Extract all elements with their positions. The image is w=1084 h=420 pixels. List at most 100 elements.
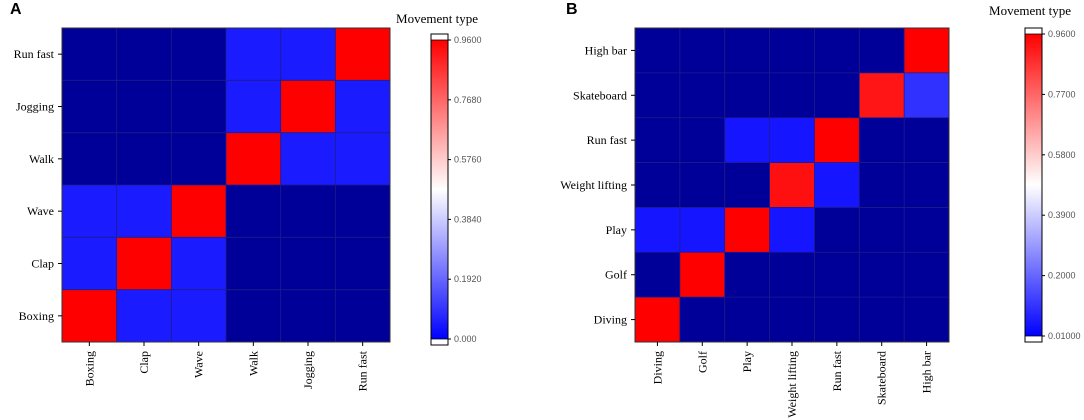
- colorbar-tick-label: 0.3900: [1048, 210, 1076, 220]
- panel-label: B: [566, 1, 578, 18]
- colorbar-tick-label: 0.3840: [454, 214, 482, 224]
- heatmap-cell: [814, 28, 860, 74]
- heatmap-cell: [335, 237, 391, 291]
- heatmap-cell: [769, 207, 815, 253]
- heatmap-cell: [62, 185, 118, 238]
- y-tick-label: Boxing: [19, 309, 54, 323]
- heatmap-cell: [769, 252, 815, 298]
- heatmap-cell: [635, 297, 681, 343]
- colorbar-gradient: [1025, 34, 1042, 336]
- y-tick-label: Wave: [27, 204, 54, 218]
- cell-gridlines: [62, 28, 390, 342]
- colorbar-tick-label: 0.2000: [1048, 271, 1076, 281]
- heatmap-cell: [814, 162, 860, 208]
- heatmap-panel-b: B High bar Skateboard Run fast Weight liftin…: [560, 1, 1080, 418]
- heatmap-cell: [635, 28, 681, 74]
- y-tick-label: High bar: [585, 43, 627, 57]
- cell-gridlines: [635, 28, 949, 342]
- x-tick-label: High bar: [920, 351, 934, 393]
- heatmap-cell: [679, 252, 726, 298]
- heatmap-cell: [859, 72, 905, 119]
- y-tick-label: Play: [606, 223, 627, 237]
- y-tick-label: Jogging: [16, 100, 54, 114]
- heatmap-cell: [335, 28, 391, 81]
- heatmap-cell: [116, 80, 172, 134]
- colorbar-border: [430, 33, 449, 346]
- heatmap-cell: [226, 237, 282, 291]
- y-tick-label: Run fast: [14, 47, 55, 61]
- heatmap-cell: [280, 289, 336, 343]
- heatmap-cell: [62, 132, 118, 186]
- heatmap-cell: [62, 80, 118, 134]
- colorbar-title: Movement type: [396, 11, 478, 26]
- heatmap-cell: [769, 117, 815, 163]
- heatmap-cell: [280, 28, 336, 81]
- heatmap-cell: [814, 297, 860, 343]
- heatmap-cell: [635, 72, 681, 119]
- heatmap-cell: [724, 28, 770, 74]
- y-tick-label: Golf: [605, 268, 627, 282]
- heatmap-cell: [859, 28, 905, 74]
- heatmap-cell: [280, 237, 336, 291]
- heatmap-cell: [226, 132, 282, 186]
- heatmap-cell: [62, 237, 118, 291]
- colorbar-tick-label: 0.5800: [1048, 150, 1076, 160]
- heatmap-cell: [280, 132, 336, 186]
- colorbar-tick-label: 0.000: [454, 334, 477, 344]
- colorbar-border: [1024, 27, 1043, 343]
- heatmap-cell: [62, 28, 118, 81]
- heatmap-cell: [116, 289, 172, 343]
- heatmap-cells: [635, 28, 950, 343]
- heatmap-cell: [814, 72, 860, 119]
- heatmap-cell: [904, 117, 950, 163]
- heatmap-cell: [904, 162, 950, 208]
- heatmap-cell: [171, 132, 227, 186]
- colorbar-tick-label: 0.7700: [1048, 89, 1076, 99]
- x-tick-label: Play: [740, 351, 754, 372]
- y-tick-label: Run fast: [587, 133, 628, 147]
- heatmap-cell: [335, 185, 391, 238]
- heatmap-cell: [171, 185, 227, 238]
- heatmap-cell: [226, 80, 282, 134]
- heatmap-cell: [679, 72, 726, 119]
- colorbar-tick-label: 0.9600: [454, 35, 482, 45]
- heatmap-cell: [635, 207, 681, 253]
- colorbar: Movement type 0.9600 0.7700 0.5800 0.3900 0.2…: [989, 3, 1081, 343]
- heatmap-cell: [859, 162, 905, 208]
- heatmap-cell: [116, 237, 172, 291]
- heatmap-border: [61, 27, 391, 343]
- colorbar-tick-label: 0.01000: [1048, 331, 1081, 341]
- heatmap-cell: [62, 289, 118, 343]
- heatmap-cell: [724, 117, 770, 163]
- heatmap-cell: [116, 185, 172, 238]
- heatmap-cell: [904, 28, 950, 74]
- heatmap-cell: [635, 162, 681, 208]
- heatmap-cell: [769, 72, 815, 119]
- heatmap-cell: [679, 117, 726, 163]
- heatmap-cell: [904, 297, 950, 343]
- heatmap-cell: [679, 162, 726, 208]
- heatmap-cell: [635, 252, 681, 298]
- heatmap-cell: [226, 28, 282, 81]
- heatmap-cell: [679, 207, 726, 253]
- heatmap-cell: [904, 207, 950, 253]
- heatmap-cell: [280, 185, 336, 238]
- x-tick-label: Skateboard: [875, 351, 889, 405]
- heatmap-cell: [904, 252, 950, 298]
- heatmap-cell: [679, 297, 726, 343]
- colorbar-tick-label: 0.1920: [454, 274, 482, 284]
- heatmap-cell: [171, 289, 227, 343]
- x-tick-label: Run fast: [830, 350, 844, 391]
- x-tick-label: Golf: [695, 351, 709, 373]
- heatmap-cell: [724, 252, 770, 298]
- heatmap-cell: [859, 207, 905, 253]
- heatmap-cell: [769, 162, 815, 208]
- x-tick-label: Wave: [192, 351, 206, 378]
- colorbar-gradient: [431, 40, 448, 339]
- heatmap-cell: [171, 237, 227, 291]
- heatmap-cell: [814, 252, 860, 298]
- x-tick-label: Diving: [650, 351, 664, 384]
- heatmap-cell: [679, 28, 726, 74]
- heatmap-cell: [226, 289, 282, 343]
- y-tick-label: Skateboard: [573, 88, 627, 102]
